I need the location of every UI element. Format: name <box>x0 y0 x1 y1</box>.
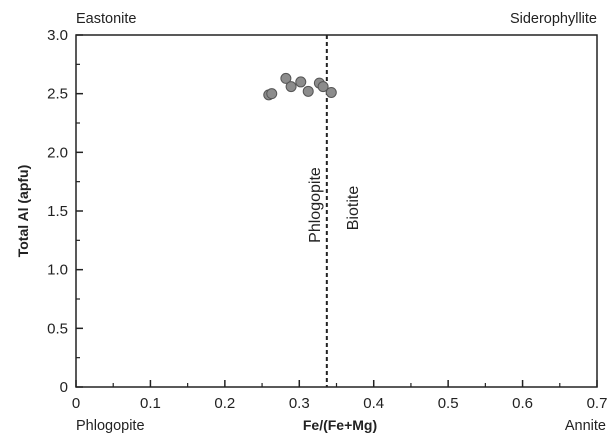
data-point <box>325 86 337 98</box>
corner-label-annite: Annite <box>565 418 606 434</box>
corner-label-phlogopite: Phlogopite <box>76 418 145 434</box>
corner-label-siderophyllite: Siderophyllite <box>510 11 597 27</box>
x-tick-label: 0.2 <box>214 395 235 412</box>
y-tick-label: 2.5 <box>47 86 68 103</box>
x-tick-label: 0.5 <box>438 395 459 412</box>
x-axis-ticks: 0 0.1 0.2 0.3 0.4 0.5 0.6 0.7 <box>72 380 608 412</box>
y-tick-label: 0 <box>60 379 68 396</box>
data-point <box>302 85 314 97</box>
data-point <box>285 81 297 93</box>
y-axis-ticks: 0 0.5 1.0 1.5 2.0 2.5 3.0 <box>47 27 83 396</box>
data-point <box>280 72 292 84</box>
data-point <box>295 76 307 88</box>
x-tick-label: 0.4 <box>363 395 384 412</box>
data-points <box>263 72 337 101</box>
corner-label-eastonite: Eastonite <box>76 11 136 27</box>
plot-frame <box>75 34 598 388</box>
y-tick-label: 0.5 <box>47 320 68 337</box>
y-tick-label: 1.0 <box>47 262 68 279</box>
y-tick-label: 2.0 <box>47 144 68 161</box>
y-axis-title: Total Al (apfu) <box>15 165 31 258</box>
x-tick-label: 0.1 <box>140 395 161 412</box>
y-tick-label: 1.5 <box>47 203 68 220</box>
x-tick-label: 0.7 <box>587 395 608 412</box>
x-tick-label: 0 <box>72 395 80 412</box>
x-tick-label: 0.3 <box>289 395 310 412</box>
data-point <box>266 88 278 100</box>
x-tick-label: 0.6 <box>512 395 533 412</box>
y-tick-label: 3.0 <box>47 27 68 44</box>
data-point <box>317 81 329 93</box>
field-label-phlogopite: Phlogopite <box>307 167 324 243</box>
x-axis-title: Fe/(Fe+Mg) <box>303 417 377 433</box>
field-label-biotite: Biotite <box>345 186 362 231</box>
